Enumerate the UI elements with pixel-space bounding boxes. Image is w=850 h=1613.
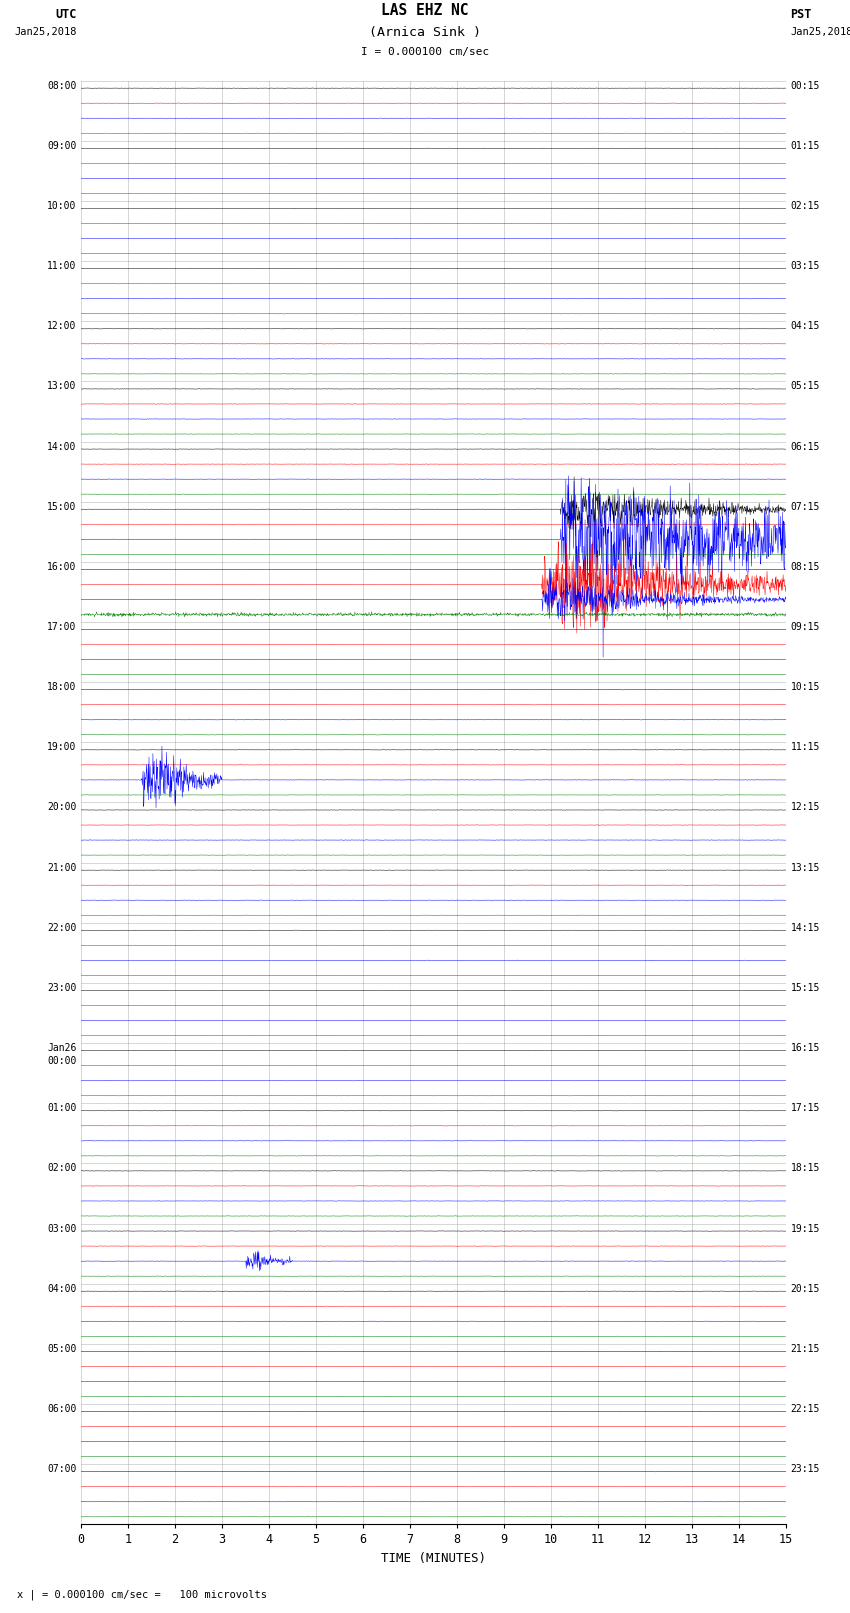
Text: (Arnica Sink ): (Arnica Sink ): [369, 26, 481, 39]
Text: 13:15: 13:15: [790, 863, 820, 873]
Text: 20:15: 20:15: [790, 1284, 820, 1294]
Text: 16:15: 16:15: [790, 1044, 820, 1053]
Text: 12:00: 12:00: [47, 321, 76, 331]
Text: 18:00: 18:00: [47, 682, 76, 692]
Text: 14:00: 14:00: [47, 442, 76, 452]
Text: 02:15: 02:15: [790, 202, 820, 211]
Text: 16:00: 16:00: [47, 561, 76, 573]
Text: 21:15: 21:15: [790, 1344, 820, 1353]
Text: 13:00: 13:00: [47, 381, 76, 392]
Text: 04:00: 04:00: [47, 1284, 76, 1294]
Text: 00:15: 00:15: [790, 81, 820, 90]
Text: 17:00: 17:00: [47, 623, 76, 632]
Text: x | = 0.000100 cm/sec =   100 microvolts: x | = 0.000100 cm/sec = 100 microvolts: [17, 1589, 267, 1600]
Text: 08:15: 08:15: [790, 561, 820, 573]
Text: 03:15: 03:15: [790, 261, 820, 271]
Text: 23:15: 23:15: [790, 1465, 820, 1474]
Text: 02:00: 02:00: [47, 1163, 76, 1173]
Text: 01:00: 01:00: [47, 1103, 76, 1113]
Text: 15:00: 15:00: [47, 502, 76, 511]
Text: 19:00: 19:00: [47, 742, 76, 752]
Text: 15:15: 15:15: [790, 982, 820, 994]
Text: I = 0.000100 cm/sec: I = 0.000100 cm/sec: [361, 47, 489, 56]
X-axis label: TIME (MINUTES): TIME (MINUTES): [381, 1552, 486, 1565]
Text: 19:15: 19:15: [790, 1224, 820, 1234]
Text: 17:15: 17:15: [790, 1103, 820, 1113]
Text: 09:00: 09:00: [47, 140, 76, 150]
Text: 23:00: 23:00: [47, 982, 76, 994]
Text: 06:00: 06:00: [47, 1403, 76, 1415]
Text: 11:15: 11:15: [790, 742, 820, 752]
Text: 22:00: 22:00: [47, 923, 76, 932]
Text: UTC: UTC: [55, 8, 76, 21]
Text: 10:00: 10:00: [47, 202, 76, 211]
Text: 03:00: 03:00: [47, 1224, 76, 1234]
Text: 11:00: 11:00: [47, 261, 76, 271]
Text: PST: PST: [790, 8, 812, 21]
Text: Jan25,2018: Jan25,2018: [790, 27, 850, 37]
Text: 09:15: 09:15: [790, 623, 820, 632]
Text: 10:15: 10:15: [790, 682, 820, 692]
Text: LAS EHZ NC: LAS EHZ NC: [382, 3, 468, 18]
Text: 06:15: 06:15: [790, 442, 820, 452]
Text: 22:15: 22:15: [790, 1403, 820, 1415]
Text: 05:15: 05:15: [790, 381, 820, 392]
Text: 20:00: 20:00: [47, 803, 76, 813]
Text: Jan25,2018: Jan25,2018: [14, 27, 76, 37]
Text: 14:15: 14:15: [790, 923, 820, 932]
Text: Jan26: Jan26: [47, 1044, 76, 1053]
Text: 07:00: 07:00: [47, 1465, 76, 1474]
Text: 04:15: 04:15: [790, 321, 820, 331]
Text: 08:00: 08:00: [47, 81, 76, 90]
Text: 01:15: 01:15: [790, 140, 820, 150]
Text: 05:00: 05:00: [47, 1344, 76, 1353]
Text: 00:00: 00:00: [47, 1057, 76, 1066]
Text: 07:15: 07:15: [790, 502, 820, 511]
Text: 18:15: 18:15: [790, 1163, 820, 1173]
Text: 21:00: 21:00: [47, 863, 76, 873]
Text: 12:15: 12:15: [790, 803, 820, 813]
